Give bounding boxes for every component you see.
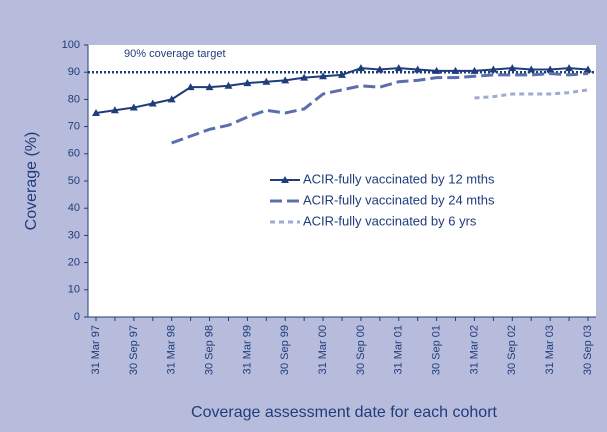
x-tick-label: 31 Mar 03 xyxy=(544,325,556,375)
point xyxy=(129,103,138,111)
y-tick-label: 100 xyxy=(62,39,80,51)
point xyxy=(281,76,290,84)
point xyxy=(262,77,271,85)
y-axis-title: Coverage (%) xyxy=(23,132,40,231)
x-tick-label: 30 Sep 99 xyxy=(279,325,291,375)
x-tick-label: 31 Mar 98 xyxy=(166,325,178,375)
y-tick-label: 20 xyxy=(68,257,80,269)
y-tick-label: 60 xyxy=(68,148,80,160)
legend-label: ACIR-fully vaccinated by 24 mths xyxy=(303,192,495,207)
point xyxy=(356,64,365,72)
legend-label: ACIR-fully vaccinated by 6 yrs xyxy=(303,213,477,228)
point xyxy=(451,66,460,74)
series-line xyxy=(474,88,589,100)
point xyxy=(338,70,346,78)
series-line xyxy=(171,72,589,145)
point xyxy=(546,65,555,73)
point xyxy=(92,109,100,116)
point xyxy=(224,81,233,89)
point xyxy=(375,65,384,73)
y-tick-label: 90 xyxy=(68,66,80,78)
point xyxy=(470,66,479,74)
point xyxy=(148,99,157,107)
y-tick-label: 70 xyxy=(68,121,80,133)
y-tick-label: 10 xyxy=(68,284,80,296)
point xyxy=(565,64,574,72)
x-tick-label: 31 Mar 99 xyxy=(241,325,253,375)
x-tick-label: 30 Sep 01 xyxy=(431,325,443,375)
y-tick-label: 50 xyxy=(68,175,80,187)
x-axis-title: Coverage assessment date for each cohort xyxy=(191,404,498,421)
point xyxy=(584,65,592,73)
point xyxy=(110,106,119,114)
point xyxy=(527,65,536,73)
point xyxy=(489,65,498,73)
point xyxy=(508,64,517,72)
x-tick-label: 30 Sep 00 xyxy=(355,325,367,375)
point xyxy=(186,83,195,91)
plot-area xyxy=(88,45,596,317)
x-tick-label: 31 Mar 02 xyxy=(468,325,480,375)
x-tick-label: 30 Sep 03 xyxy=(582,325,594,375)
point xyxy=(394,64,403,72)
x-tick-label: 30 Sep 97 xyxy=(128,325,140,375)
annotation: 90% coverage target xyxy=(124,48,226,60)
x-tick-label: 31 Mar 97 xyxy=(90,325,102,375)
point xyxy=(413,65,422,73)
point xyxy=(300,73,309,81)
legend-marker xyxy=(281,176,289,183)
point xyxy=(205,83,214,91)
point xyxy=(432,66,441,74)
y-tick-label: 80 xyxy=(68,93,80,105)
point xyxy=(319,72,328,80)
x-tick-label: 31 Mar 00 xyxy=(317,325,329,375)
point xyxy=(167,95,176,103)
point xyxy=(243,79,252,87)
x-tick-label: 30 Sep 98 xyxy=(203,325,215,375)
y-tick-label: 0 xyxy=(74,311,80,323)
legend-label: ACIR-fully vaccinated by 12 mths xyxy=(303,171,495,186)
x-tick-label: 31 Mar 01 xyxy=(393,325,405,375)
y-tick-label: 40 xyxy=(68,202,80,214)
y-tick-label: 30 xyxy=(68,229,80,241)
x-tick-label: 30 Sep 02 xyxy=(506,325,518,375)
